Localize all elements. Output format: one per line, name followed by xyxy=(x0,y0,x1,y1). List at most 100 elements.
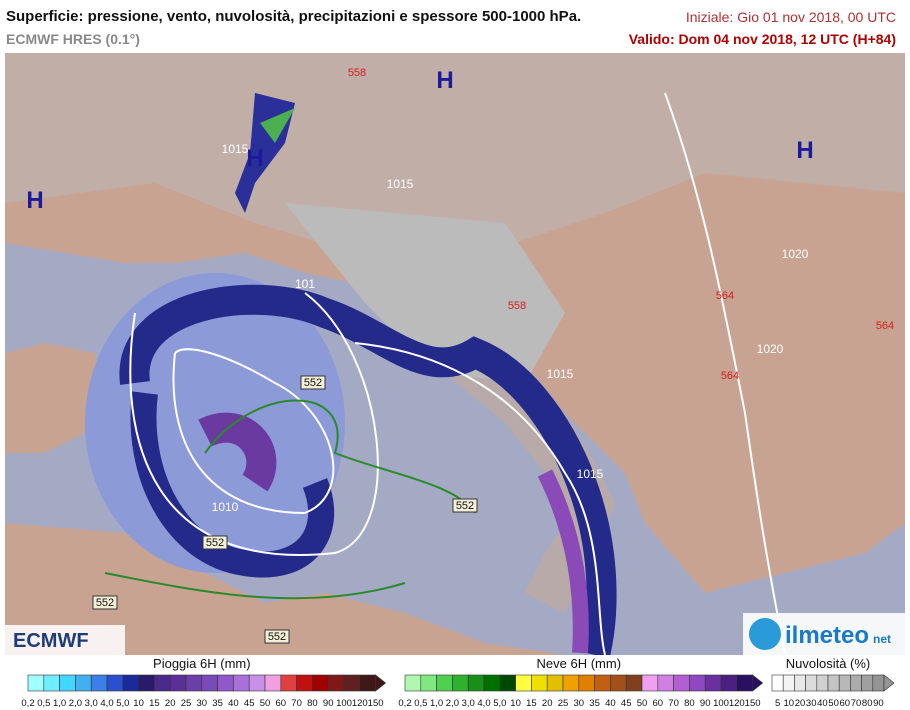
isobar xyxy=(129,292,379,556)
legend-swatch xyxy=(138,674,155,692)
legend-label: 1,0 xyxy=(430,698,443,709)
legend-label: 25 xyxy=(181,698,192,709)
legend-label: 0,5 xyxy=(414,698,427,709)
legend-label: 3,0 xyxy=(85,698,98,709)
isobar xyxy=(172,348,335,515)
legend-label: 120 xyxy=(352,698,368,709)
rain-band xyxy=(130,391,335,578)
legend-swatch xyxy=(838,674,851,692)
legend-label: 50 xyxy=(260,698,271,709)
legend-label: 100 xyxy=(336,698,352,709)
legend-swatch xyxy=(861,674,874,692)
legend-title: Pioggia 6H (mm) xyxy=(153,656,251,671)
legend-swatch xyxy=(327,674,345,692)
legend-label: 50 xyxy=(637,698,648,709)
isobar-label: 1015 xyxy=(387,177,414,191)
legend-swatch xyxy=(673,674,690,692)
legend-swatch xyxy=(657,674,674,692)
legend-swatch xyxy=(343,674,361,692)
legend-label: 10 xyxy=(510,698,521,709)
legend-title: Neve 6H (mm) xyxy=(537,656,622,671)
legend-swatch xyxy=(452,674,469,692)
thickness-label-box xyxy=(92,595,118,610)
isobar-label: 1015 xyxy=(547,367,574,381)
logo-net: net xyxy=(873,632,891,646)
cloud-center xyxy=(285,203,565,383)
legend-swatch xyxy=(850,674,862,692)
legend-swatch xyxy=(436,674,453,692)
legend-swatch xyxy=(169,674,187,692)
legend-title: Nuvolosità (%) xyxy=(786,656,871,671)
legend-swatch xyxy=(233,674,250,692)
legend-swatch xyxy=(610,674,627,692)
legend-label: 30 xyxy=(806,698,817,709)
rain-core xyxy=(198,412,277,492)
legend-swatch xyxy=(185,674,203,692)
thickness-label: 558 xyxy=(348,67,366,79)
isobar-label: 101 xyxy=(295,277,315,291)
legend-label: 0,2 xyxy=(21,698,34,709)
legend-label: 2,0 xyxy=(69,698,82,709)
logo-icon xyxy=(749,618,781,650)
thickness-label: 552 xyxy=(304,377,322,389)
thickness-label-box xyxy=(300,375,326,390)
legend-label: 20 xyxy=(542,698,553,709)
legend-label: 40 xyxy=(228,698,239,709)
legend-swatch xyxy=(248,674,266,692)
legend-swatch xyxy=(404,674,422,692)
legend-label: 60 xyxy=(840,698,851,709)
legend-swatch xyxy=(312,674,329,692)
legend-label: 35 xyxy=(589,698,600,709)
legend-swatch xyxy=(816,674,829,692)
legend-label: 150 xyxy=(368,698,384,709)
legend-swatch xyxy=(359,674,376,692)
pressure-center: H xyxy=(246,145,263,172)
legend-label: 150 xyxy=(745,698,761,709)
legend-swatch xyxy=(154,674,171,692)
legend-swatch xyxy=(420,674,437,692)
legend-label: 30 xyxy=(197,698,208,709)
legend-label: 70 xyxy=(851,698,862,709)
thickness-label: 558 xyxy=(508,300,526,312)
legend-swatch xyxy=(546,674,564,692)
legend-swatch xyxy=(827,674,840,692)
legend-swatch xyxy=(280,674,297,692)
legend-swatch xyxy=(515,674,532,692)
land-iberia xyxy=(5,343,105,453)
legend-swatch xyxy=(782,674,795,692)
legend-arrow xyxy=(375,674,387,692)
legend-label: 40 xyxy=(605,698,616,709)
isobar xyxy=(664,92,786,654)
isobar-label: 1010 xyxy=(212,500,239,514)
legend-swatch xyxy=(872,674,885,692)
legend-label: 70 xyxy=(291,698,302,709)
legend-label: 35 xyxy=(212,698,223,709)
legend-label: 90 xyxy=(700,698,711,709)
legend-swatch xyxy=(201,674,218,692)
legend-swatch xyxy=(106,674,124,692)
legend-swatch xyxy=(805,674,818,692)
title: Superficie: pressione, vento, nuvolosità… xyxy=(6,8,582,25)
legend-label: 3,0 xyxy=(462,698,475,709)
legend-swatch xyxy=(736,674,753,692)
isobar xyxy=(354,342,606,655)
legend-label: 50 xyxy=(828,698,839,709)
rain-band xyxy=(119,284,617,655)
pressure-center: H xyxy=(796,137,813,164)
thickness-line xyxy=(204,399,476,514)
legend-label: 10 xyxy=(784,698,795,709)
thickness-label: 552 xyxy=(268,631,286,643)
legend-label: 120 xyxy=(729,698,745,709)
legend-swatch xyxy=(75,674,92,692)
thickness-label: 564 xyxy=(716,290,734,302)
legend-swatch xyxy=(625,674,643,692)
legend-swatch xyxy=(27,674,45,692)
legend-swatch xyxy=(562,674,580,692)
model: ECMWF HRES (0.1°) xyxy=(6,31,140,47)
legend-swatch xyxy=(483,674,501,692)
pressure-center: H xyxy=(26,187,43,214)
legend-label: 10 xyxy=(133,698,144,709)
legend-label: 60 xyxy=(276,698,287,709)
legend-swatch xyxy=(90,674,108,692)
thickness-label: 564 xyxy=(721,370,739,382)
